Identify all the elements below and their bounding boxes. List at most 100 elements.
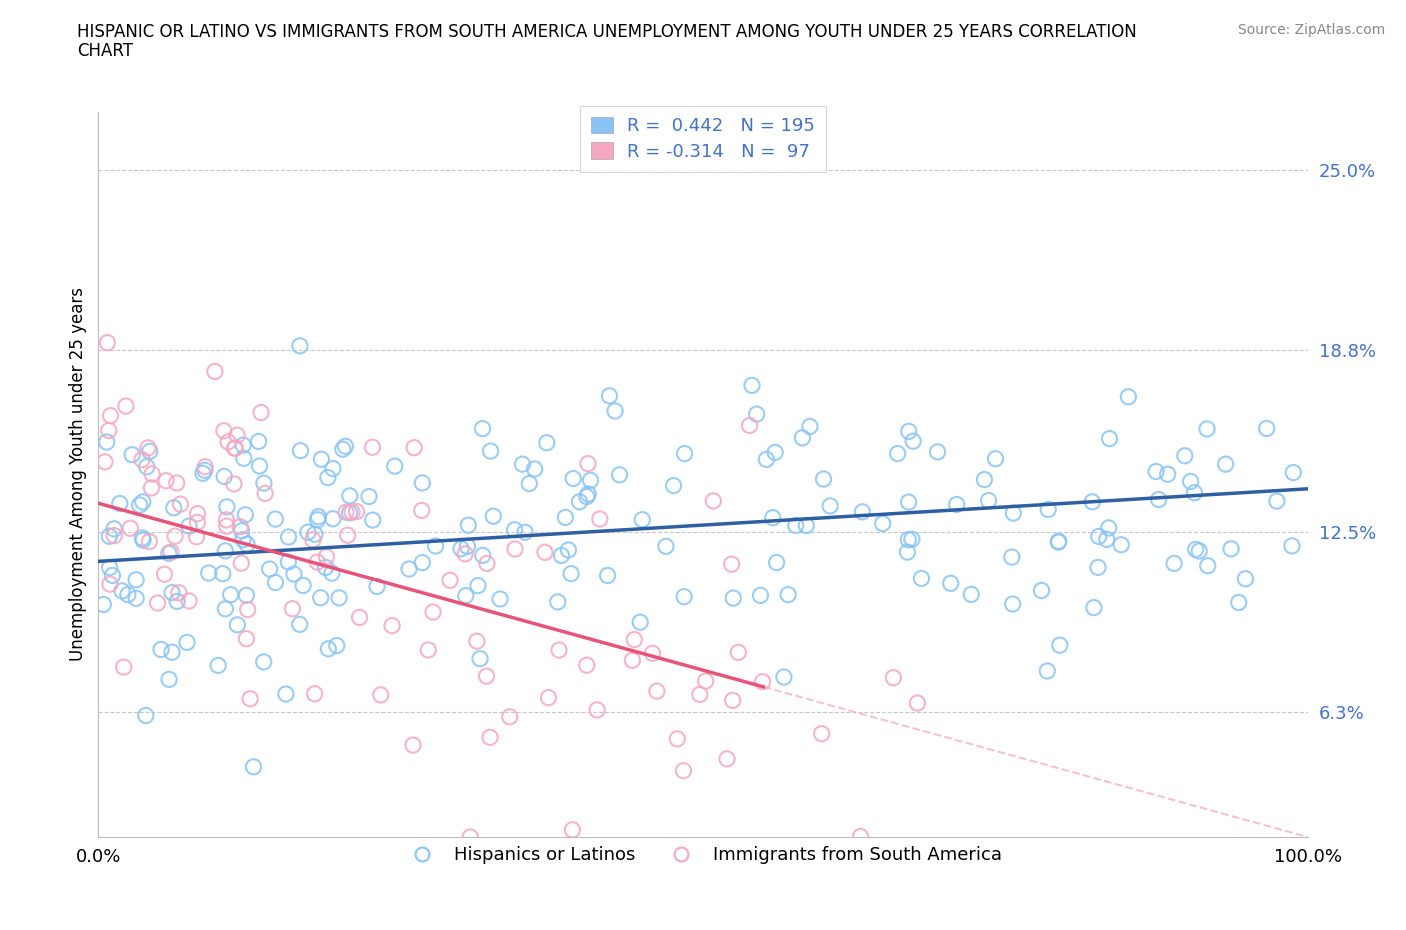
Point <box>232 438 254 453</box>
Point <box>886 446 908 461</box>
Point <box>1157 467 1180 482</box>
Point <box>1087 529 1109 544</box>
Point <box>560 566 582 581</box>
Point <box>1095 532 1118 547</box>
Point <box>226 618 249 632</box>
Point <box>586 702 609 717</box>
Point <box>1184 542 1206 557</box>
Point <box>896 545 918 560</box>
Point <box>1001 550 1024 565</box>
Point <box>167 585 190 600</box>
Point <box>1265 494 1288 509</box>
Point <box>905 696 928 711</box>
Point <box>315 560 337 575</box>
Point <box>131 452 153 467</box>
Point <box>411 503 433 518</box>
Point <box>1036 663 1059 678</box>
Point <box>1147 492 1170 507</box>
Point <box>422 604 444 619</box>
Point <box>882 671 904 685</box>
Point <box>335 439 357 454</box>
Point <box>231 556 253 571</box>
Point <box>160 585 183 600</box>
Point <box>404 440 426 455</box>
Point <box>609 468 631 483</box>
Point <box>910 571 932 586</box>
Point <box>302 532 325 547</box>
Point <box>1002 506 1025 521</box>
Point <box>316 471 339 485</box>
Point <box>499 710 522 724</box>
Point <box>547 594 569 609</box>
Point <box>153 566 176 581</box>
Point <box>673 446 696 461</box>
Point <box>1031 583 1053 598</box>
Point <box>236 537 259 551</box>
Point <box>117 587 139 602</box>
Point <box>93 597 115 612</box>
Point <box>322 512 344 526</box>
Point <box>120 521 142 536</box>
Point <box>292 578 315 592</box>
Point <box>561 822 583 837</box>
Point <box>146 595 169 610</box>
Point <box>219 587 242 602</box>
Point <box>139 444 162 458</box>
Point <box>112 659 135 674</box>
Point <box>402 737 425 752</box>
Point <box>311 452 333 467</box>
Point <box>357 489 380 504</box>
Point <box>340 505 363 520</box>
Point <box>456 538 478 553</box>
Point <box>249 458 271 473</box>
Point <box>138 534 160 549</box>
Point <box>103 522 125 537</box>
Point <box>489 591 512 606</box>
Point <box>562 471 585 485</box>
Point <box>214 543 236 558</box>
Point <box>187 506 209 521</box>
Point <box>479 444 502 458</box>
Point <box>425 538 447 553</box>
Point <box>603 404 626 418</box>
Point <box>204 364 226 379</box>
Point <box>596 568 619 583</box>
Point <box>232 451 254 466</box>
Point <box>339 488 361 503</box>
Point <box>1195 421 1218 436</box>
Point <box>1087 560 1109 575</box>
Point <box>901 433 924 448</box>
Point <box>141 481 163 496</box>
Point <box>115 399 138 414</box>
Point <box>721 591 744 605</box>
Point <box>471 548 494 563</box>
Point <box>818 498 841 513</box>
Point <box>264 512 287 526</box>
Point <box>191 466 214 481</box>
Point <box>97 423 120 438</box>
Point <box>1174 448 1197 463</box>
Point <box>454 547 477 562</box>
Point <box>631 512 654 527</box>
Point <box>689 687 711 702</box>
Point <box>111 583 134 598</box>
Point <box>467 578 489 593</box>
Point <box>418 643 440 658</box>
Point <box>872 516 894 531</box>
Point <box>813 472 835 486</box>
Point <box>222 476 245 491</box>
Point <box>250 405 273 420</box>
Point <box>194 459 217 474</box>
Point <box>1098 432 1121 446</box>
Point <box>662 478 685 493</box>
Point <box>135 708 157 723</box>
Point <box>318 642 340 657</box>
Point <box>169 497 191 512</box>
Point <box>1109 538 1132 552</box>
Point <box>799 419 821 434</box>
Point <box>537 690 560 705</box>
Point <box>381 618 404 633</box>
Point <box>1083 600 1105 615</box>
Point <box>135 459 157 474</box>
Point <box>628 615 651 630</box>
